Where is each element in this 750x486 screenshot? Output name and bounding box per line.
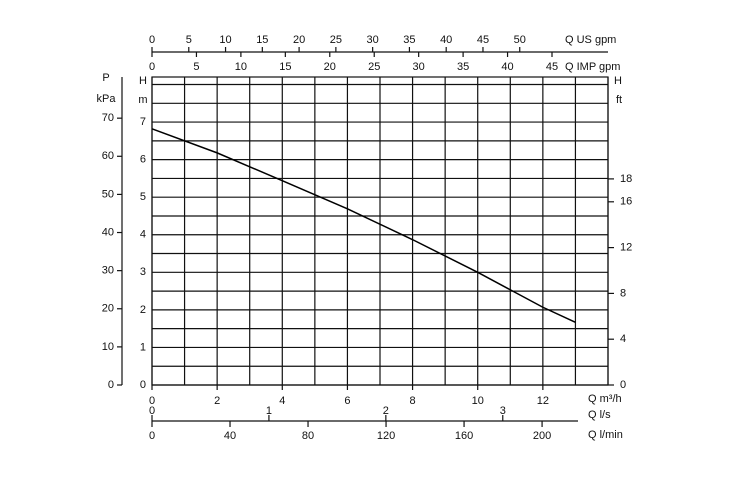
bottom-tick-label: 80 [302, 430, 314, 442]
x-tick-label: 12 [537, 395, 549, 407]
lmin-label: Q l/min [588, 429, 623, 441]
ft-unit: ft [616, 94, 622, 106]
top-tick-label: 15 [256, 34, 268, 46]
y-tick-label: 0 [140, 379, 146, 391]
plot-frame [151, 76, 609, 386]
us-gpm-label: Q US gpm [565, 34, 616, 46]
ls-label: Q l/s [588, 409, 611, 421]
pump-curve [151, 128, 576, 323]
bottom-tick-label: 0 [149, 430, 155, 442]
top-tick-label: 15 [279, 61, 291, 73]
bottom-tick-label: 2 [383, 405, 389, 417]
kpa-tick-label: 30 [102, 265, 114, 277]
top-tick-label: 0 [149, 61, 155, 73]
m-unit: m [138, 94, 147, 106]
top-tick-label: 35 [457, 61, 469, 73]
ft-tick-label: 12 [620, 242, 632, 254]
top-tick-label: 5 [193, 61, 199, 73]
top-tick-label: 20 [293, 34, 305, 46]
y-tick-label: 7 [140, 116, 146, 128]
y-tick-label: 3 [140, 266, 146, 278]
ft-tick-label: 16 [620, 196, 632, 208]
x-tick-label: 4 [279, 395, 285, 407]
top-tick-label: 10 [235, 61, 247, 73]
top-tick-label: 45 [546, 61, 558, 73]
x-tick-label: 0 [149, 395, 155, 407]
y-tick-label: 2 [140, 304, 146, 316]
ft-tick-label: 4 [620, 333, 626, 345]
bottom-tick-label: 120 [377, 430, 395, 442]
y-tick-label: 1 [140, 341, 146, 353]
top-tick-label: 25 [330, 34, 342, 46]
top-tick-label: 40 [501, 61, 513, 73]
y-tick-label: 6 [140, 154, 146, 166]
top-tick-label: 0 [149, 34, 155, 46]
top-tick-label: 30 [367, 34, 379, 46]
x-tick-label: 10 [472, 395, 484, 407]
bottom-tick-label: 0 [149, 405, 155, 417]
bottom-tick-label: 160 [455, 430, 473, 442]
top-tick-label: 45 [477, 34, 489, 46]
bottom-tick-label: 1 [266, 405, 272, 417]
x-tick-label: 6 [344, 395, 350, 407]
top-tick-label: 40 [440, 34, 452, 46]
kpa-tick-label: 10 [102, 341, 114, 353]
kpa-tick-label: 70 [102, 112, 114, 124]
p-label: P [102, 72, 109, 84]
bottom-tick-label: 3 [500, 405, 506, 417]
y-tick-label: 5 [140, 191, 146, 203]
bottom-tick-label: 40 [224, 430, 236, 442]
imp-gpm-label: Q IMP gpm [565, 61, 620, 73]
bottom-tick-label: 200 [533, 430, 551, 442]
x-tick-label: 8 [410, 395, 416, 407]
x-tick-label: 2 [214, 395, 220, 407]
top-tick-label: 5 [186, 34, 192, 46]
top-tick-label: 20 [324, 61, 336, 73]
h-label: H [139, 75, 147, 87]
kpa-tick-label: 40 [102, 226, 114, 238]
kpa-tick-label: 60 [102, 150, 114, 162]
kpa-tick-label: 0 [108, 379, 114, 391]
top-tick-label: 30 [413, 61, 425, 73]
kpa-unit: kPa [97, 93, 117, 105]
top-tick-label: 10 [219, 34, 231, 46]
h-label-right: H [614, 75, 622, 87]
top-tick-label: 25 [368, 61, 380, 73]
ft-tick-label: 8 [620, 287, 626, 299]
kpa-tick-label: 50 [102, 188, 114, 200]
kpa-tick-label: 20 [102, 303, 114, 315]
y-tick-label: 4 [140, 229, 146, 241]
ft-tick-label: 18 [620, 173, 632, 185]
top-tick-label: 35 [403, 34, 415, 46]
ft-tick-label: 0 [620, 379, 626, 391]
x-label: Q m³/h [588, 393, 622, 405]
top-tick-label: 50 [514, 34, 526, 46]
